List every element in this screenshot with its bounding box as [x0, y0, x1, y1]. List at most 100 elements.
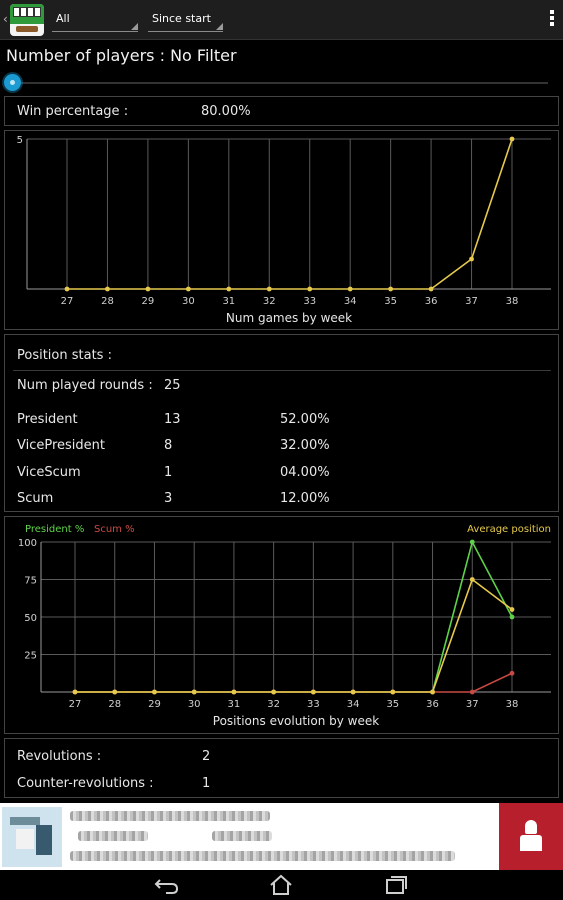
revolutions-label: Revolutions :	[17, 749, 102, 764]
data-point	[112, 689, 118, 695]
data-point	[469, 539, 475, 545]
period-filter-spinner[interactable]: Since start	[148, 6, 223, 32]
x-tick-label: 33	[303, 296, 316, 307]
x-tick-label: 34	[347, 699, 360, 710]
recent-apps-icon[interactable]	[381, 873, 411, 897]
divider	[13, 370, 551, 371]
x-tick-label: 36	[426, 699, 439, 710]
player-filter-value: All	[56, 12, 70, 25]
data-point	[430, 689, 435, 695]
data-point	[231, 689, 237, 695]
ad-blurred-text	[70, 851, 455, 861]
x-tick-label: 27	[69, 699, 82, 710]
x-tick-label: 31	[228, 699, 241, 710]
position-percentage: 32.00%	[280, 438, 330, 453]
up-navigation-icon[interactable]: ‹	[3, 12, 8, 26]
period-filter-value: Since start	[152, 12, 211, 25]
player-filter-spinner[interactable]: All	[52, 6, 138, 32]
win-percentage-value: 80.00%	[201, 104, 251, 119]
y-tick-label: 25	[24, 651, 37, 662]
revolutions-panel: Revolutions : 2 Counter-revolutions : 1	[4, 738, 559, 798]
position-percentage: 04.00%	[280, 465, 330, 480]
data-point	[185, 286, 191, 292]
data-point	[266, 286, 272, 292]
ad-blurred-text	[212, 831, 272, 841]
played-rounds-label: Num played rounds :	[17, 378, 153, 393]
x-axis-title: Num games by week	[226, 311, 352, 325]
data-point	[307, 286, 313, 292]
ad-action-button[interactable]	[499, 803, 563, 870]
x-tick-label: 30	[188, 699, 201, 710]
data-point	[350, 689, 356, 695]
ad-thumbnail-image[interactable]	[2, 807, 62, 867]
home-icon[interactable]	[266, 873, 296, 897]
position-name: Scum	[17, 491, 54, 506]
counter-revolutions-label: Counter-revolutions :	[17, 776, 154, 791]
player-count-slider-thumb[interactable]	[4, 74, 21, 91]
x-tick-label: 27	[61, 296, 74, 307]
data-point	[347, 286, 353, 292]
data-point	[152, 689, 157, 695]
data-point	[226, 286, 232, 292]
spinner-arrow-icon	[216, 23, 223, 30]
y-tick-label: 50	[24, 613, 37, 624]
data-point	[145, 286, 151, 292]
games-by-week-panel: 5 27 28 29 30 31 32 33 34 35 36 37 38 Num games by we…	[4, 130, 559, 330]
overflow-menu-icon[interactable]	[549, 10, 555, 30]
back-icon[interactable]	[152, 873, 182, 897]
action-bar: ‹ All Since start	[0, 0, 563, 40]
data-point	[509, 136, 515, 142]
app-logo-cards-icon[interactable]	[10, 4, 44, 36]
data-point	[469, 689, 475, 695]
legend-scum: Scum %	[94, 524, 135, 535]
x-tick-label: 34	[344, 296, 357, 307]
x-tick-label: 30	[182, 296, 195, 307]
y-tick-label: 75	[24, 576, 37, 587]
x-tick-label: 31	[222, 296, 235, 307]
legend-president: President %	[25, 524, 84, 535]
played-rounds-value: 25	[164, 378, 181, 393]
ad-banner[interactable]	[0, 803, 563, 870]
position-count: 8	[164, 438, 173, 453]
x-tick-label: 38	[506, 699, 519, 710]
y-tick-label: 5	[17, 135, 23, 146]
x-tick-label: 33	[307, 699, 320, 710]
games-by-week-chart: 5 27 28 29 30 31 32 33 34 35 36 37 38 Num games by we…	[17, 135, 551, 325]
data-point	[191, 689, 197, 695]
position-count: 1	[164, 465, 173, 480]
data-point	[64, 286, 70, 292]
ad-blurred-text	[70, 811, 270, 821]
data-point	[428, 286, 434, 292]
y-tick-label: 100	[18, 538, 37, 549]
positions-evolution-panel: 100 75 50 25 27 28 29 30 31 32 33 34 35 36 37 38 Positio…	[4, 516, 559, 734]
x-tick-label: 36	[425, 296, 438, 307]
x-tick-label: 28	[101, 296, 114, 307]
data-point	[469, 577, 475, 582]
position-percentage: 12.00%	[280, 491, 330, 506]
win-percentage-panel: Win percentage : 80.00%	[4, 96, 559, 126]
data-point	[310, 689, 316, 695]
position-stats-title: Position stats :	[17, 348, 112, 363]
series-line	[67, 138, 513, 290]
x-tick-label: 37	[465, 296, 478, 307]
player-count-filter-title: Number of players : No Filter	[6, 46, 237, 65]
position-name: VicePresident	[17, 438, 106, 453]
position-count: 3	[164, 491, 173, 506]
position-stats-panel: Position stats : Num played rounds : 25 …	[4, 334, 559, 512]
spinner-arrow-icon	[131, 23, 138, 30]
position-count: 13	[164, 412, 181, 427]
person-icon	[525, 820, 537, 834]
revolutions-value: 2	[202, 749, 211, 764]
positions-evolution-chart: 100 75 50 25 27 28 29 30 31 32 33 34 35 36 37 38 Positio…	[18, 524, 551, 728]
counter-revolutions-value: 1	[202, 776, 211, 791]
ad-blurred-text	[78, 831, 148, 841]
win-percentage-label: Win percentage :	[17, 104, 129, 119]
series-line	[75, 578, 513, 693]
data-point	[469, 256, 474, 262]
player-count-slider-track[interactable]	[14, 82, 548, 84]
x-tick-label: 28	[108, 699, 121, 710]
x-tick-label: 37	[466, 699, 479, 710]
position-name: ViceScum	[17, 465, 81, 480]
x-tick-label: 29	[148, 699, 161, 710]
data-point	[509, 614, 515, 620]
